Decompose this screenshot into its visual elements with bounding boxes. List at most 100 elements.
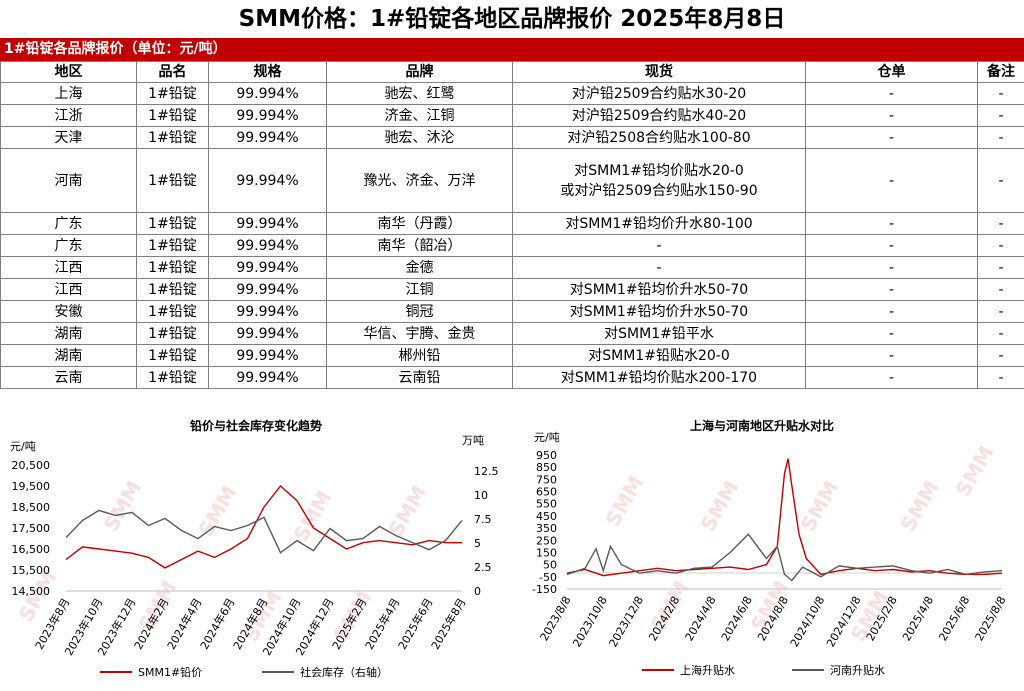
table-row: 湖南 1#铅锭 99.994% 华信、宇腾、金贵 对SMM1#铅平水 - - [0, 322, 1024, 345]
y-tick-label: 550 [536, 498, 557, 511]
y2-axis-label: 万吨 [462, 434, 484, 447]
y-axis-label: 元/吨 [534, 431, 560, 444]
y-axis-label: 元/吨 [10, 440, 36, 453]
cell-warrant: - [805, 300, 978, 323]
cell-spot: 对SMM1#铅平水 [512, 322, 806, 345]
y2-tick-label: 5 [474, 537, 481, 550]
cell-remark: - [977, 126, 1024, 149]
table-row: 云南 1#铅锭 99.994% 云南铅 对SMM1#铅均价贴水200-170- - [0, 366, 1024, 389]
cell-warrant: - [805, 104, 978, 127]
cell-region: 广东 [0, 212, 137, 235]
header-product: 品名 [136, 61, 209, 83]
cell-product: 1#铅锭 [136, 126, 209, 149]
watermark: SMM [601, 472, 649, 531]
y-tick-label: 50 [543, 559, 557, 572]
x-tick-label: 2025/4/8 [900, 594, 936, 643]
cell-brand: 金德 [326, 256, 513, 279]
cell-spec: 99.994% [208, 234, 327, 257]
cell-remark: - [977, 278, 1024, 301]
y-tick-label: 15,500 [12, 564, 51, 577]
cell-warrant: - [805, 256, 978, 279]
cell-product: 1#铅锭 [136, 148, 209, 213]
x-tick-label: 2023/8/8 [538, 594, 574, 643]
cell-remark: - [977, 256, 1024, 279]
cell-warrant: - [805, 148, 978, 213]
cell-remark: - [977, 104, 1024, 127]
cell-brand: 南华（丹霞） [326, 212, 513, 235]
y-tick-label: 750 [536, 473, 557, 486]
cell-warrant: - [805, 234, 978, 257]
cell-region: 湖南 [0, 322, 137, 345]
y-tick-label: -50 [539, 571, 557, 584]
y2-tick-label: 2.5 [474, 561, 492, 574]
cell-spot: - [512, 234, 806, 257]
cell-spot: - [512, 256, 806, 279]
y-tick-label: 850 [536, 461, 557, 474]
cell-product: 1#铅锭 [136, 104, 209, 127]
table-row: 江西 1#铅锭 99.994% 金德 - - - [0, 256, 1024, 279]
cell-product: 1#铅锭 [136, 82, 209, 105]
cell-warrant: - [805, 126, 978, 149]
cell-region: 广东 [0, 234, 137, 257]
cell-region: 江西 [0, 278, 137, 301]
cell-product: 1#铅锭 [136, 234, 209, 257]
cell-product: 1#铅锭 [136, 212, 209, 235]
cell-region: 安徽 [0, 300, 137, 323]
x-tick-label: 2023/10/8 [570, 594, 609, 649]
watermark: SMM [99, 477, 147, 536]
y-tick-label: 14,500 [12, 585, 51, 598]
table-row: 广东 1#铅锭 99.994% 南华（韶冶） - - - [0, 234, 1024, 257]
legend-label-henan: 河南升贴水 [830, 663, 885, 677]
cell-brand: 南华（韶冶） [326, 234, 513, 257]
header-brand: 品牌 [326, 61, 513, 83]
table-header: 地区 品名 规格 品牌 现货 仓单 备注 [0, 61, 1024, 83]
cell-spot: 对SMM1#铅均价贴水200-170 [512, 366, 806, 389]
cell-spec: 99.994% [208, 300, 327, 323]
table-row: 上海 1#铅锭 99.994% 驰宏、红鹭 对沪铅2509合约贴水30-20- - [0, 82, 1024, 105]
table-body: 上海 1#铅锭 99.994% 驰宏、红鹭 对沪铅2509合约贴水30-20- - 江浙 1#… [0, 82, 1024, 389]
watermark: SMM [951, 442, 999, 501]
y-tick-label: 950 [536, 449, 557, 462]
watermark: SMM [896, 477, 944, 536]
y-tick-label: 17,500 [12, 522, 51, 535]
series-line-inventory [65, 509, 463, 554]
watermark: SMM [384, 482, 432, 541]
cell-brand: 江铜 [326, 278, 513, 301]
cell-region: 上海 [0, 82, 137, 105]
cell-brand: 济金、江铜 [326, 104, 513, 127]
x-tick-label: 2024/10/8 [788, 594, 827, 649]
cell-warrant: - [805, 366, 978, 389]
header-remark: 备注 [977, 61, 1024, 83]
table-row: 安徽 1#铅锭 99.994% 铜冠 对SMM1#铅均价升水50-70- - [0, 300, 1024, 323]
cell-product: 1#铅锭 [136, 366, 209, 389]
table-row: 湖南 1#铅锭 99.994% 郴州铅 对SMM1#铅贴水20-0- - [0, 344, 1024, 367]
cell-spec: 99.994% [208, 256, 327, 279]
cell-spot: 对SMM1#铅均价升水50-70 [512, 278, 806, 301]
cell-product: 1#铅锭 [136, 344, 209, 367]
y-tick-label: -150 [532, 583, 557, 596]
x-tick-label: 2025/6/8 [936, 594, 972, 643]
cell-spec: 99.994% [208, 212, 327, 235]
y-tick-label: 19,500 [12, 480, 51, 493]
y-tick-label: 16,500 [12, 543, 51, 556]
y2-tick-label: 0 [474, 585, 481, 598]
y-tick-label: 18,500 [12, 501, 51, 514]
table-row: 江西 1#铅锭 99.994% 江铜 对SMM1#铅均价升水50-70- - [0, 278, 1024, 301]
cell-remark: - [977, 82, 1024, 105]
cell-warrant: - [805, 344, 978, 367]
cell-remark: - [977, 300, 1024, 323]
cell-brand: 云南铅 [326, 366, 513, 389]
cell-brand: 驰宏、红鹭 [326, 82, 513, 105]
cell-product: 1#铅锭 [136, 322, 209, 345]
header-spec: 规格 [208, 61, 327, 83]
cell-warrant: - [805, 278, 978, 301]
chart-title: 铅价与社会库存变化趋势 [189, 418, 322, 433]
watermark: SMM [696, 477, 744, 536]
cell-spot: 对SMM1#铅均价贴水20-0 或对沪铅2509合约贴水150-90 [512, 148, 806, 213]
series-line-price [65, 484, 462, 569]
cell-warrant: - [805, 212, 978, 235]
cell-remark: - [977, 366, 1024, 389]
legend-label-inventory: 社会库存（右轴） [300, 665, 388, 679]
price-table: 地区 品名 规格 品牌 现货 仓单 备注 上海 1#铅锭 99.994% 驰宏、红鹭对… [0, 61, 1024, 389]
